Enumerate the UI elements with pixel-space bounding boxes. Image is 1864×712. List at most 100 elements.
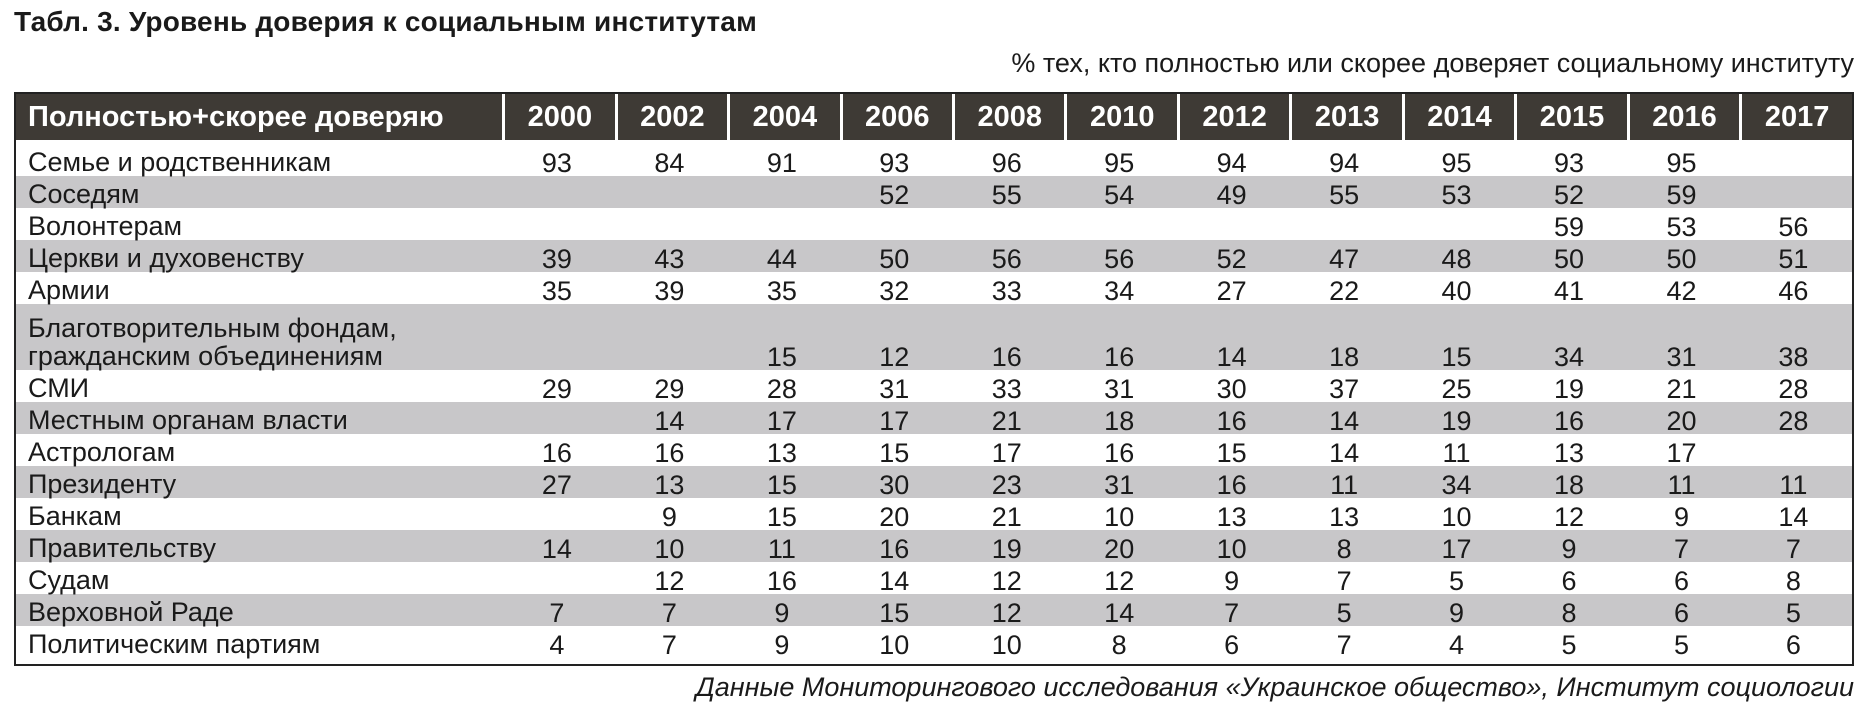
- value-cell: 95: [1104, 148, 1135, 178]
- value-cell: 30: [1216, 374, 1247, 404]
- value-cell: 41: [1553, 276, 1585, 306]
- value-cell: 12: [1104, 566, 1135, 596]
- value-cell: 19: [1553, 374, 1585, 404]
- value-cell: 52: [841, 176, 954, 209]
- value-cell: 22: [1329, 276, 1360, 306]
- value-cell: [1740, 176, 1852, 208]
- value-cell: 16: [953, 304, 1066, 371]
- value-cell: 47: [1290, 240, 1404, 273]
- value-cell: 94: [1216, 148, 1247, 178]
- table-row: Семье и родственникам 93 84 91 93 96 95 94 94 95 9…: [16, 140, 1852, 178]
- value-cell: [729, 208, 841, 240]
- value-cell: 38: [1740, 304, 1852, 371]
- value-cell: 14: [1178, 304, 1291, 371]
- value-cell: 49: [1178, 176, 1291, 209]
- row-label: Судам: [28, 565, 110, 595]
- value-cell: 12: [841, 304, 954, 371]
- value-cell: [503, 176, 617, 208]
- value-cell: 28: [1740, 402, 1852, 435]
- year-header-2002: 2002: [616, 94, 731, 140]
- value-cell: 17: [1666, 438, 1697, 468]
- value-cell: 55: [1290, 176, 1404, 209]
- value-cell: 35: [541, 276, 572, 306]
- value-cell: 12: [654, 566, 685, 596]
- value-cell: 18: [1515, 466, 1629, 499]
- value-cell: 52: [1178, 240, 1291, 273]
- value-cell: 14: [1290, 402, 1404, 435]
- value-cell: 56: [953, 240, 1066, 273]
- value-cell: [1741, 434, 1852, 466]
- value-cell: 50: [1515, 240, 1629, 273]
- value-cell: 34: [1515, 304, 1629, 371]
- value-cell: 59: [1628, 176, 1741, 209]
- value-cell: 5: [1740, 594, 1852, 627]
- value-cell: 31: [1065, 466, 1179, 499]
- value-cell: 7: [1336, 630, 1352, 660]
- value-cell: 17: [1403, 530, 1516, 563]
- table-row: Соседям 52 55 54 49 55 53 52 59: [16, 176, 1852, 209]
- value-cell: 8: [1785, 566, 1801, 596]
- value-cell: 28: [766, 374, 797, 404]
- row-label: Семье и родственникам: [28, 147, 332, 177]
- value-cell: 9: [1515, 530, 1629, 563]
- value-cell: [504, 498, 616, 530]
- value-cell: 7: [1178, 594, 1291, 627]
- value-cell: 84: [654, 148, 685, 178]
- value-cell: 21: [1666, 374, 1697, 404]
- table-subtitle: % тех, кто полностью или скорее доверяет…: [1011, 48, 1854, 78]
- value-cell: 20: [1065, 530, 1179, 563]
- table-row: Благотворительным фондам, гражданским об…: [16, 304, 1852, 371]
- value-cell: 4: [1449, 630, 1465, 660]
- value-cell: 27: [1216, 276, 1247, 306]
- trust-table-container: Полностью+скорее доверяю 2000 2002 2004 200…: [14, 92, 1854, 666]
- year-header-2013: 2013: [1290, 94, 1405, 140]
- value-cell: [1403, 208, 1515, 240]
- value-cell: [503, 304, 617, 370]
- value-cell: 14: [1065, 594, 1179, 627]
- value-cell: 10: [1441, 502, 1472, 532]
- value-cell: 34: [1403, 466, 1516, 499]
- table-row: Церкви и духовенству 39 43 44 50 56 56 52 47 48 50…: [16, 240, 1852, 273]
- value-cell: 46: [1778, 276, 1809, 306]
- value-cell: 7: [1336, 566, 1352, 596]
- value-cell: 13: [1329, 502, 1360, 532]
- value-cell: 5: [1673, 630, 1689, 660]
- row-label: Банкам: [28, 501, 122, 531]
- value-cell: 19: [1403, 402, 1516, 435]
- value-cell: 11: [1442, 438, 1471, 468]
- value-cell: 93: [541, 148, 572, 178]
- value-cell: 43: [616, 240, 729, 273]
- value-cell: 16: [1178, 466, 1291, 499]
- value-cell: 15: [766, 502, 797, 532]
- value-cell: 9: [728, 594, 842, 627]
- value-cell: 12: [953, 594, 1066, 627]
- value-cell: 96: [991, 148, 1022, 178]
- source-note: Данные Мониторингового исследования «Укр…: [695, 672, 1854, 702]
- table-row: Местным органам власти 14 17 17 21 18 16 14 19 16…: [16, 402, 1852, 435]
- value-cell: 15: [1403, 304, 1516, 371]
- row-label: Политическим партиям: [28, 629, 321, 659]
- value-cell: 15: [841, 594, 954, 627]
- value-cell: 53: [1403, 176, 1516, 209]
- value-cell: 21: [991, 502, 1022, 532]
- row-label: Благотворительным фондам, гражданским об…: [16, 304, 504, 370]
- value-cell: 50: [841, 240, 954, 273]
- value-cell: 16: [1178, 402, 1291, 435]
- value-cell: 7: [616, 594, 729, 627]
- value-cell: [1178, 208, 1290, 240]
- value-cell: 37: [1329, 374, 1360, 404]
- year-header-2015: 2015: [1515, 94, 1630, 140]
- value-cell: 18: [1290, 304, 1404, 371]
- year-header-2014: 2014: [1403, 94, 1518, 140]
- value-cell: 14: [1778, 502, 1809, 532]
- value-cell: 39: [503, 240, 617, 273]
- value-cell: [504, 208, 616, 240]
- value-cell: 14: [879, 566, 910, 596]
- year-header-2016: 2016: [1628, 94, 1743, 140]
- value-cell: 5: [1290, 594, 1404, 627]
- value-cell: 52: [1515, 176, 1629, 209]
- row-label: Волонтерам: [28, 211, 183, 241]
- table-row: Верховной Раде 7 7 9 15 12 14 7 5 9 8 6 5: [16, 594, 1852, 627]
- value-cell: 13: [1216, 502, 1247, 532]
- value-cell: 9: [1403, 594, 1516, 627]
